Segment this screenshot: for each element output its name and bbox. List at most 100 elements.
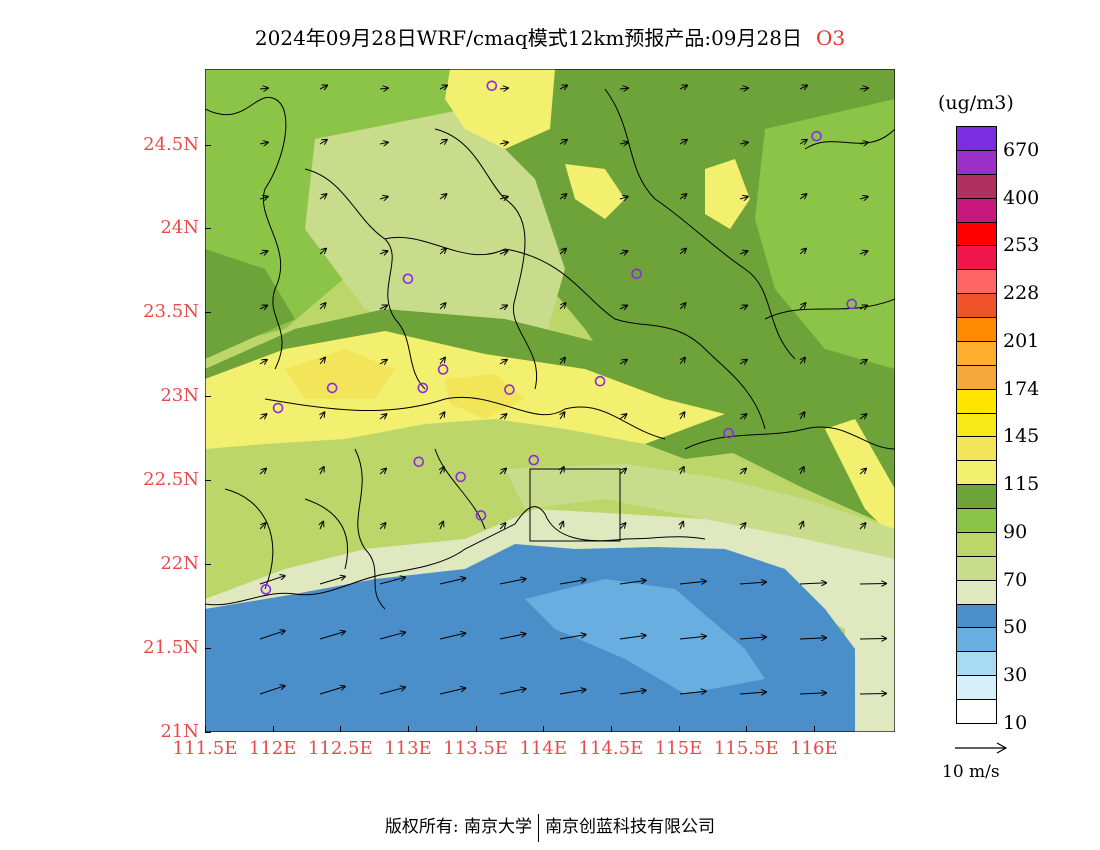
wind-arrow — [379, 687, 405, 695]
wind-arrow — [619, 469, 626, 475]
wind-arrow — [859, 305, 867, 309]
wind-arrow — [619, 142, 628, 144]
wind-arrow — [739, 692, 766, 694]
colorbar-swatch — [956, 436, 997, 461]
colorbar-swatch — [956, 293, 997, 317]
wind-arrow — [379, 523, 386, 530]
x-tick-label: 114.5E — [578, 738, 644, 759]
colorbar-swatch — [956, 555, 997, 580]
colorbar-swatch — [956, 603, 997, 628]
wind-arrow — [800, 412, 804, 420]
ozone-zone-70-coast — [505, 464, 895, 559]
wind-arrow — [859, 251, 867, 254]
wind-arrow — [859, 142, 868, 144]
wind-arrow — [259, 686, 285, 695]
wind-arrow — [739, 469, 746, 475]
wind-arrow — [680, 358, 685, 365]
wind-key-label: 10 m/s — [942, 762, 1000, 782]
wind-arrow — [499, 88, 508, 89]
wind-arrow — [619, 305, 627, 309]
y-tick-label: 23N — [160, 385, 199, 407]
colorbar-swatch — [956, 149, 997, 174]
coastline — [205, 506, 706, 606]
wind-arrow — [559, 303, 566, 310]
station-marker — [486, 80, 498, 92]
wind-arrow — [559, 140, 567, 144]
city-boundary-box — [529, 468, 621, 542]
ozone-zone-115-n3 — [705, 159, 750, 229]
wind-arrow — [679, 303, 686, 310]
wind-arrow — [859, 584, 886, 585]
wind-arrow — [319, 194, 326, 199]
colorbar-swatch — [956, 317, 997, 341]
wind-arrow — [799, 140, 807, 144]
wind-arrow — [259, 142, 268, 144]
wind-arrow — [259, 88, 268, 89]
colorbar-swatch — [956, 126, 997, 150]
x-tick-label: 111.5E — [172, 738, 238, 759]
wind-arrow — [499, 634, 526, 640]
wind-arrow — [679, 691, 706, 694]
wind-arrow — [320, 522, 323, 530]
wind-arrow — [859, 197, 868, 199]
colorbar-label: 670 — [1003, 138, 1040, 161]
wind-arrow — [379, 632, 405, 640]
wind-arrow — [859, 360, 867, 364]
wind-arrow — [379, 577, 405, 585]
wind-arrow — [440, 522, 443, 530]
wind-arrow — [679, 636, 706, 639]
wind-arrow — [259, 251, 267, 254]
wind-arrow — [859, 694, 886, 695]
wind-arrow — [319, 85, 327, 89]
wind-arrow — [259, 305, 267, 309]
colorbar-swatch — [956, 531, 997, 556]
wind-arrow — [319, 140, 327, 144]
wind-arrow — [379, 88, 388, 89]
copyright-owner: 版权所有: 南京大学 — [384, 817, 533, 837]
wind-arrow — [319, 687, 345, 695]
wind-arrow — [679, 581, 706, 584]
station-marker — [417, 382, 429, 394]
wind-arrow — [679, 249, 686, 255]
wind-arrow — [499, 579, 526, 585]
wind-arrow — [320, 412, 324, 420]
wind-arrow — [859, 639, 886, 640]
copyright: 版权所有: 南京大学 南京创蓝科技有限公司 — [0, 812, 1100, 842]
wind-arrow — [799, 303, 806, 310]
colorbar-label: 174 — [1003, 377, 1040, 400]
x-tick-label: 113.5E — [443, 738, 508, 759]
wind-arrow — [619, 88, 628, 89]
wind-arrow — [739, 305, 747, 309]
wind-arrow — [259, 576, 285, 585]
wind-arrow — [679, 194, 686, 199]
wind-arrow — [559, 194, 566, 199]
colorbar-label: 253 — [1003, 234, 1040, 257]
wind-arrow — [619, 414, 626, 419]
wind-arrow — [439, 303, 446, 310]
ozone-zone-115-e — [825, 419, 895, 539]
wind-arrow — [619, 690, 646, 695]
wind-key-arrow — [955, 742, 1008, 754]
station-marker — [260, 584, 272, 595]
wind-arrow — [439, 249, 446, 255]
wind-arrow — [319, 577, 345, 585]
colorbar-swatch — [956, 245, 997, 270]
wind-arrow — [320, 467, 324, 475]
x-tick-label: 112E — [248, 738, 297, 759]
wind-arrow — [559, 690, 586, 695]
colorbar-swatch — [956, 269, 997, 294]
station-marker — [723, 427, 734, 439]
wind-arrow — [499, 523, 506, 530]
wind-arrow — [499, 305, 507, 309]
admin-boundaries — [205, 88, 895, 610]
wind-arrow — [439, 85, 447, 89]
wind-arrow — [259, 197, 268, 199]
colorbar-swatch — [956, 197, 997, 222]
wind-arrow — [559, 580, 586, 585]
wind-vector-field — [259, 85, 886, 695]
colorbar-swatch — [956, 412, 997, 437]
x-tick-label: 113E — [384, 738, 432, 759]
colorbar-swatch — [956, 579, 997, 604]
wind-arrow — [799, 638, 826, 639]
wind-arrow — [619, 360, 627, 364]
